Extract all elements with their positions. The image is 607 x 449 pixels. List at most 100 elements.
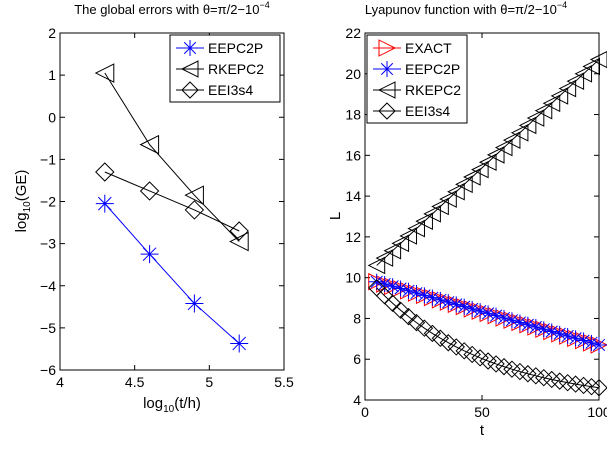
data-point-rkepc2 [478,153,497,172]
data-point-rkepc2 [494,138,513,157]
data-point-eepc2p [368,273,385,290]
data-point-eei3s4 [423,324,442,343]
data-point-rkepc2 [94,63,115,83]
y-tick-label: −1 [40,151,56,167]
data-point-eepc2p [480,305,497,322]
data-point-eepc2p [400,282,417,299]
legend-entry-exact: EXACT [405,40,452,56]
data-point-rkepc2 [431,197,449,216]
data-point-eei3s4 [590,379,607,397]
data-point-eei3s4 [229,221,249,241]
legend-entry-eepc2p: EEPC2P [405,61,460,77]
data-point-rkepc2 [566,72,585,90]
data-point-rkepc2 [447,182,465,201]
y-tick-label: 6 [353,351,361,367]
data-point-rkepc2 [375,249,394,267]
data-point-eepc2p [535,321,552,338]
series-line-eepc2p [104,203,240,344]
data-point-eepc2p [384,278,401,295]
data-point-eei3s4 [447,338,465,356]
data-point-rkepc2 [184,185,204,205]
data-point-rkepc2 [463,168,481,186]
y-tick-label: −4 [40,278,56,294]
data-point-rkepc2 [550,87,569,105]
data-point-rkepc2 [399,227,418,245]
y-tick-label: 10 [345,270,361,286]
data-point-rkepc2 [486,146,505,164]
data-point-eei3s4 [95,162,115,182]
data-point-eei3s4 [415,319,434,337]
data-point-eepc2p [440,294,457,311]
global-errors-chart: The global errors with θ=π/2−10−4 4 4.5 5 5… [13,0,294,415]
data-point-eepc2p [432,291,449,308]
data-point-rkepc2 [526,109,545,127]
y-tick-label: 12 [345,229,361,245]
y-tick-label: 16 [345,147,361,163]
data-point-eei3s4 [527,367,545,385]
data-point-eepc2p [416,287,433,304]
data-point-rkepc2 [510,123,529,142]
data-point-rkepc2 [502,131,521,149]
axis-ticks-lyapunov: 0 50 100 4 6 8 10 12 14 16 18 20 22 [345,25,607,420]
data-point-rkepc2 [229,231,249,252]
data-point-rkepc2 [589,50,607,69]
data-point-eepc2p [495,309,512,326]
data-point-eei3s4 [439,334,458,352]
data-point-rkepc2 [139,134,160,155]
legend-marker-eei3s4 [378,102,396,120]
x-tick-label: 50 [474,404,490,420]
data-point-eepc2p [503,312,520,329]
y-axis-label-lyapunov: L [327,212,344,220]
data-point-rkepc2 [391,234,410,253]
data-point-eepc2p [230,334,249,353]
data-point-rkepc2 [407,219,425,238]
data-point-eei3s4 [391,301,410,319]
legend-marker-eepc2p [379,61,395,77]
x-tick-label: 0 [361,404,369,420]
y-tick-label: 20 [345,66,361,82]
y-tick-label: 2 [48,25,56,41]
x-tick-label: 100 [587,404,607,420]
series-lyapunov [367,50,607,397]
legend-lyapunov: EXACT EEPC2P RKEPC2 EEI3s4 [366,34,468,124]
data-point-eei3s4 [184,200,205,220]
data-point-rkepc2 [367,256,386,275]
data-point-eei3s4 [399,307,418,326]
data-point-eei3s4 [558,373,577,392]
y-tick-label: 4 [353,392,361,408]
legend-marker-exact [378,39,397,57]
data-point-eepc2p [511,314,528,331]
series-line-eei3s4 [376,287,600,389]
legend-box [366,34,468,124]
data-point-eei3s4 [574,376,593,395]
data-point-eepc2p [583,334,600,351]
data-point-rkepc2 [415,212,433,231]
data-point-rkepc2 [423,205,441,223]
legend-entry-eei3s4: EEI3s4 [208,82,253,98]
legend-entry-rkepc2: RKEPC2 [208,61,264,77]
legend-marker-eei3s4 [181,81,199,99]
series-global-errors [94,63,249,353]
series-line-eei3s4 [104,171,240,232]
x-axis-label-global-errors: log10(t/h) [143,395,201,415]
x-tick-label: 4 [56,374,64,390]
data-point-eepc2p [464,300,481,317]
data-point-eepc2p [95,194,114,213]
data-point-eepc2p [567,330,584,347]
data-point-eei3s4 [455,342,473,360]
y-tick-label: −3 [40,236,56,252]
data-point-eepc2p [424,289,441,306]
x-tick-label: 5 [205,374,213,390]
data-point-eepc2p [456,298,473,315]
data-point-eepc2p [527,318,544,335]
y-tick-label: 18 [345,107,361,123]
data-point-rkepc2 [383,241,402,260]
chart-title-lyapunov: Lyapunov function with θ=π/2−10−4 [365,0,567,17]
data-point-eei3s4 [566,375,585,393]
data-point-rkepc2 [471,160,489,179]
legend-marker-rkepc2 [180,60,199,78]
data-point-rkepc2 [534,101,553,120]
data-point-eepc2p [185,294,204,313]
data-point-rkepc2 [439,190,457,208]
